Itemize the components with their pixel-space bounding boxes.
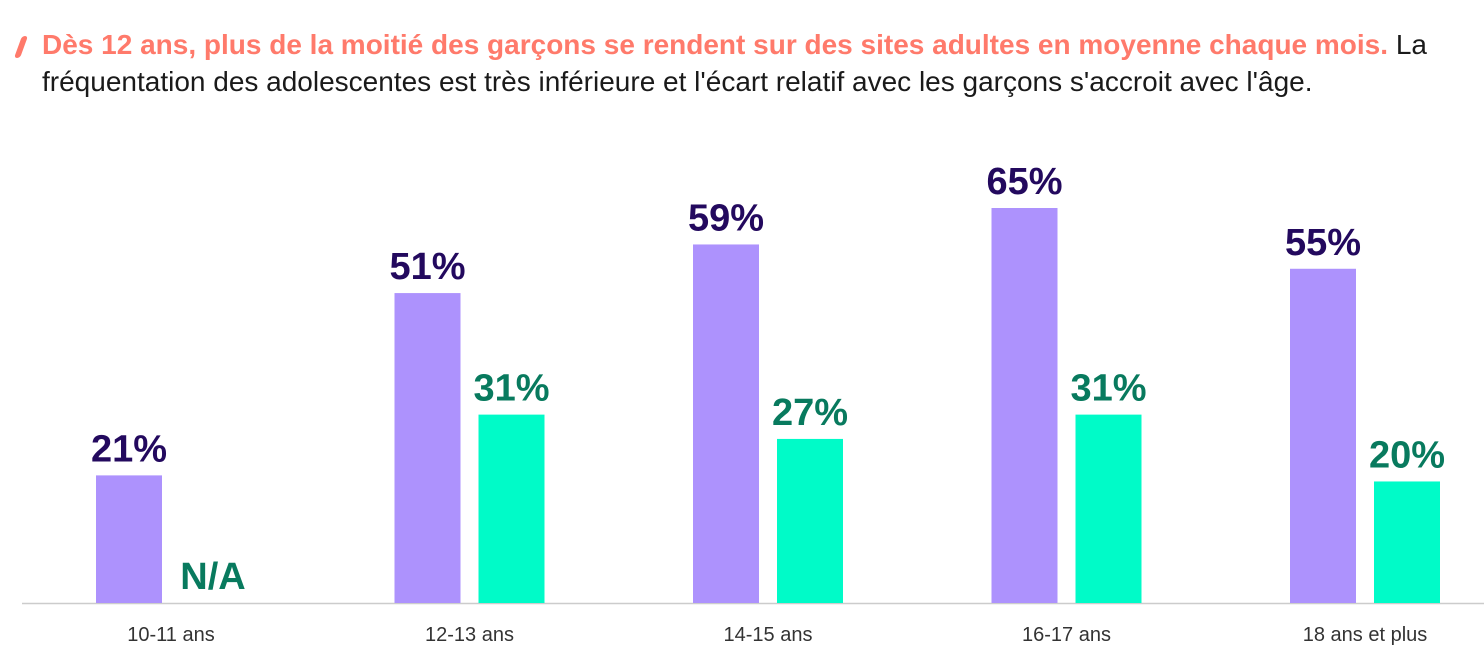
data-label-series2: 31% [473, 368, 549, 410]
x-tick-label: 14-15 ans [724, 624, 813, 646]
x-tick-label: 10-11 ans [127, 624, 214, 646]
data-label-series2: 31% [1070, 368, 1146, 410]
bar-series2 [478, 414, 545, 603]
bar-series1 [394, 293, 461, 603]
chart-title: Dès 12 ans, plus de la moitié des garçon… [42, 26, 1458, 100]
x-tick-label: 12-13 ans [425, 624, 514, 646]
bar-series1 [1290, 268, 1356, 603]
data-label-series2: 27% [772, 392, 848, 434]
bar-series2 [777, 438, 843, 603]
bar-series1 [96, 475, 162, 603]
data-label-series1: 55% [1285, 222, 1361, 264]
data-label-series1: 59% [688, 197, 764, 239]
title-highlight: Dès 12 ans, plus de la moitié des garçon… [42, 29, 1389, 60]
bar-series2 [1075, 414, 1142, 603]
title-body: La fréquentation des adolescentes est tr… [42, 29, 1427, 97]
bar-series2 [1374, 481, 1440, 603]
chart-header: Dès 12 ans, plus de la moitié des garçon… [13, 26, 1458, 100]
data-label-series2: 20% [1369, 434, 1445, 476]
x-tick-label: 18 ans et plus [1303, 624, 1428, 646]
data-label-series1: 21% [91, 428, 167, 470]
data-label-series2: N/A [180, 556, 245, 598]
data-label-series1: 51% [389, 246, 465, 288]
bar-series1 [991, 208, 1058, 603]
bar-series1 [693, 244, 759, 603]
data-label-series1: 65% [986, 161, 1062, 203]
x-tick-label: 16-17 ans [1022, 624, 1111, 646]
